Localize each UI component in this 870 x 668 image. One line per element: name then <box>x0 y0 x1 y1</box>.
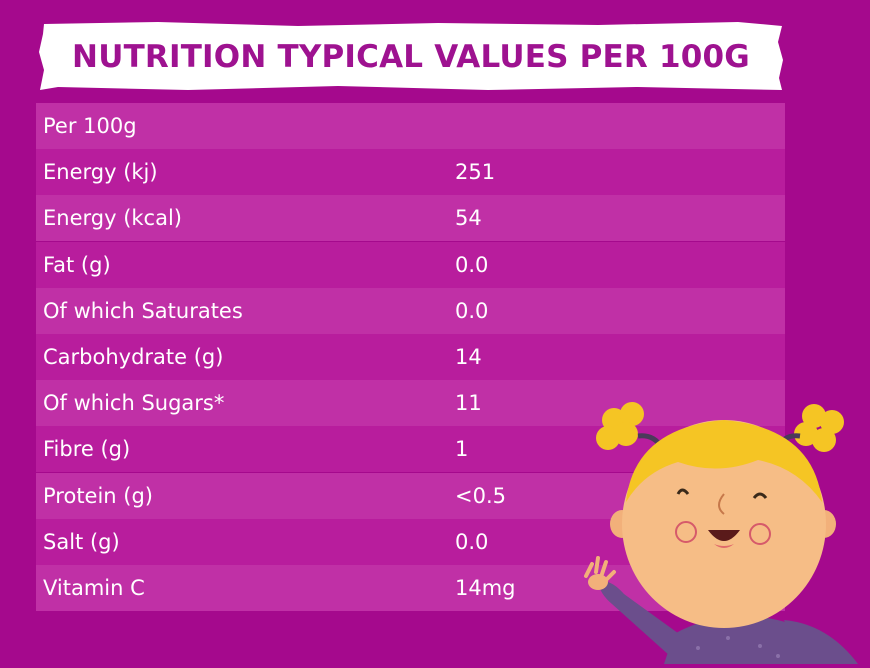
table-row: Of which Sugars* 11 <box>36 380 785 427</box>
row-label: Of which Saturates <box>43 298 243 323</box>
table-row: Energy (kj) 251 <box>36 149 785 196</box>
row-label: Of which Sugars* <box>43 391 225 416</box>
row-label: Protein (g) <box>43 483 154 508</box>
table-row: Per 100g <box>36 103 785 149</box>
row-value: 0.0 <box>455 529 489 554</box>
row-value: 14mg <box>455 575 516 600</box>
girl-mascot-icon <box>578 398 870 664</box>
row-value: <0.5 <box>455 483 506 508</box>
row-label: Carbohydrate (g) <box>43 344 224 369</box>
row-label: Fibre (g) <box>43 437 131 462</box>
title-banner: NUTRITION TYPICAL VALUES PER 100G <box>38 20 784 92</box>
row-label: Energy (kj) <box>43 160 158 185</box>
table-row: Energy (kcal) 54 <box>36 195 785 242</box>
row-value: 54 <box>455 206 482 231</box>
table-row: Carbohydrate (g) 14 <box>36 333 785 380</box>
row-value: 251 <box>455 160 496 185</box>
torn-paper-banner-shape <box>39 22 783 90</box>
row-value: 0.0 <box>455 252 489 277</box>
row-label: Vitamin C <box>43 575 145 600</box>
row-value: 1 <box>455 437 469 462</box>
table-row: Fat (g) 0.0 <box>36 241 785 288</box>
row-label: Per 100g <box>43 114 137 138</box>
table-row: Of which Saturates 0.0 <box>36 287 785 334</box>
row-label: Salt (g) <box>43 529 120 554</box>
row-value: 14 <box>455 344 482 369</box>
row-label: Fat (g) <box>43 252 111 277</box>
page-title: NUTRITION TYPICAL VALUES PER 100G <box>72 39 750 75</box>
row-value: 11 <box>455 391 482 416</box>
nutrition-table: Per 100g Energy (kj) 251 Energy (kcal) 5… <box>36 103 785 611</box>
row-value: 0.0 <box>455 298 489 323</box>
row-label: Energy (kcal) <box>43 206 182 231</box>
